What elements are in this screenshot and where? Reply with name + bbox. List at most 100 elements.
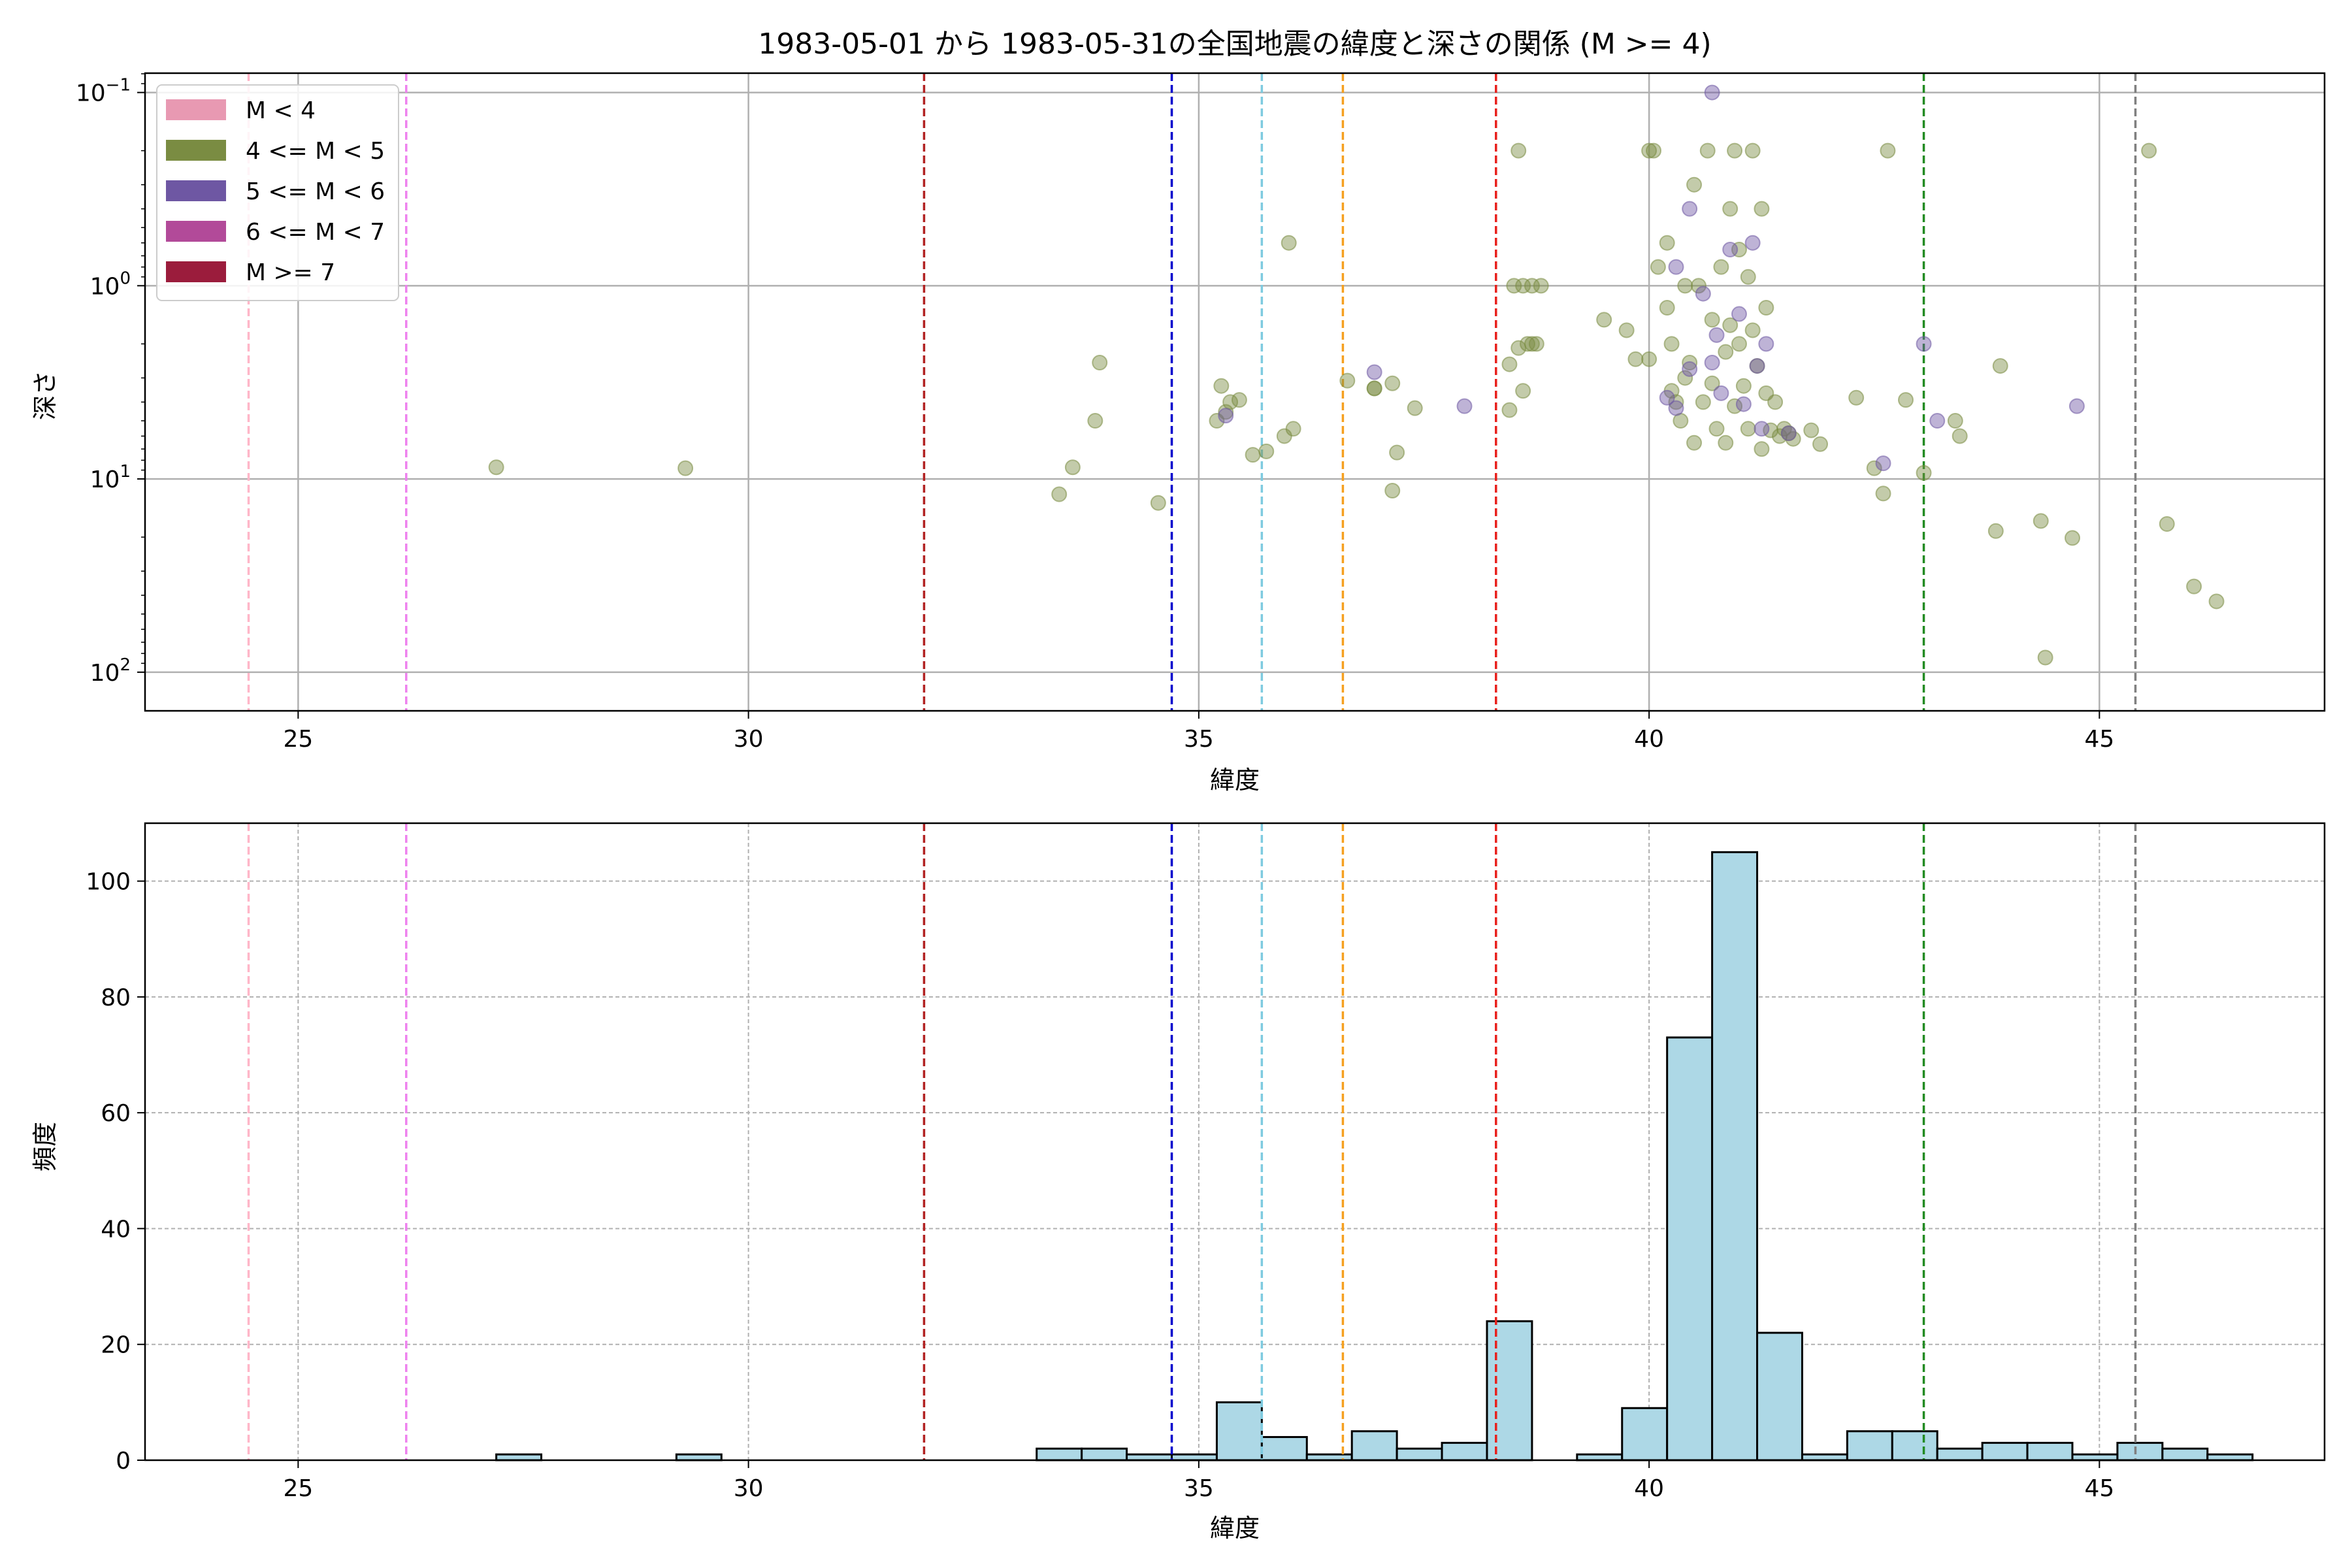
y-tick-label: 40 (101, 1216, 131, 1243)
scatter-point (2141, 142, 2157, 159)
scatter-point (1506, 278, 1522, 294)
histogram-bar (2116, 1441, 2164, 1462)
y-tick-label: 100 (90, 269, 131, 300)
scatter-point (1285, 421, 1301, 437)
scatter-point (1713, 259, 1729, 275)
histogram-bar (1350, 1430, 1398, 1462)
scatter-point (1258, 443, 1275, 459)
scatter-point (1245, 447, 1261, 463)
scatter-point (1744, 322, 1761, 338)
scatter-point (1866, 460, 1882, 476)
scatter-point (1735, 378, 1752, 394)
scatter-point (1749, 358, 1765, 374)
scatter-point (1384, 375, 1401, 391)
scatter-point (1668, 400, 1684, 416)
bottom-x-axis-label: 緯度 (1210, 1514, 1260, 1543)
scatter-point (1087, 413, 1103, 429)
scatter-point (1366, 380, 1382, 397)
histogram-plot: 25 30 35 40 45 0 20 40 60 80 100 (86, 822, 2326, 1502)
scatter-point (1682, 355, 1698, 371)
scatter-point (2065, 530, 2081, 546)
scatter-point (1812, 436, 1829, 452)
scatter-point (1659, 300, 1675, 316)
legend-swatch (166, 180, 226, 201)
scatter-point (1695, 286, 1711, 302)
scatter-point (1682, 361, 1698, 377)
scatter-point (1456, 398, 1473, 414)
histogram-bar (2071, 1453, 2119, 1462)
scatter-point (1758, 300, 1774, 316)
scatter-point (1704, 84, 1720, 101)
scatter-point (1731, 336, 1747, 352)
legend-swatch (166, 261, 226, 282)
scatter-point (1744, 235, 1761, 251)
scatter-point (1803, 422, 1820, 438)
scatter-point (2186, 578, 2202, 595)
scatter-point (1740, 421, 1756, 437)
histogram-bar (1260, 1436, 1308, 1462)
legend-label: 6 <= M < 7 (246, 219, 385, 246)
scatter-point (1722, 317, 1739, 333)
scatter-point (1659, 235, 1675, 251)
top-chart-title: 1983-05-01 から 1983-05-31の全国地震の緯度と深さの関係 (… (758, 27, 1711, 61)
scatter-point (1231, 392, 1247, 408)
scatter-point (2037, 649, 2053, 666)
scatter-point (1663, 336, 1680, 352)
scatter-point (1339, 372, 1356, 389)
scatter-point (1776, 421, 1792, 437)
scatter-point (1744, 142, 1761, 159)
y-tick-label: 60 (101, 1100, 131, 1127)
histogram-bar (1576, 1453, 1624, 1462)
x-tick-label: 35 (1184, 1475, 1214, 1502)
legend-label: M >= 7 (246, 259, 335, 286)
scatter-point (1686, 434, 1703, 451)
scatter-point (1524, 278, 1540, 294)
histogram-bar (1936, 1447, 1984, 1462)
scatter-point (1213, 378, 1230, 394)
scatter-point (1281, 235, 1297, 251)
top-plot-frame (144, 72, 2326, 712)
scatter-point (1897, 392, 1914, 408)
scatter-point (1718, 434, 1734, 451)
x-tick-label: 45 (2084, 726, 2114, 753)
scatter-point (1704, 355, 1720, 371)
scatter-point (1384, 483, 1401, 499)
legend-swatch (166, 221, 226, 242)
scatter-point (1947, 413, 1963, 429)
histogram-bar (1981, 1441, 2029, 1462)
scatter-point (1501, 402, 1518, 418)
scatter-point (1929, 413, 1946, 429)
y-tick-label: 80 (101, 985, 131, 1011)
scatter-point (1916, 336, 1932, 352)
scatter-point (1528, 336, 1544, 352)
x-tick-label: 25 (283, 726, 313, 753)
x-tick-label: 35 (1184, 726, 1214, 753)
scatter-point (1641, 351, 1658, 367)
scatter-point (1668, 259, 1684, 275)
scatter-point (1727, 142, 1743, 159)
histogram-bar (1036, 1447, 1083, 1462)
scatter-point (2159, 516, 2175, 532)
histogram-bar (1666, 1036, 1714, 1462)
legend-label: 5 <= M < 6 (246, 178, 385, 205)
y-tick-label: 100 (86, 869, 131, 896)
histogram-bar (1621, 1407, 1669, 1462)
bottom-plot-frame (144, 822, 2326, 1462)
histogram-bar (2206, 1453, 2254, 1462)
scatter-point (1659, 389, 1675, 406)
x-tick-label: 30 (734, 1475, 764, 1502)
scatter-point (1718, 344, 1734, 360)
scatter-point (1754, 441, 1770, 457)
scatter-point (1880, 142, 1896, 159)
scatter-point (1754, 421, 1770, 437)
legend-swatch (166, 99, 226, 120)
scatter-point (1758, 336, 1774, 352)
top-x-axis-label: 緯度 (1210, 766, 1260, 794)
scatter-point (1646, 142, 1662, 159)
scatter-point (1708, 327, 1725, 343)
scatter-point (1596, 312, 1612, 328)
scatter-point (2068, 398, 2085, 414)
histogram-bar (1126, 1453, 1173, 1462)
scatter-point (1520, 336, 1536, 352)
